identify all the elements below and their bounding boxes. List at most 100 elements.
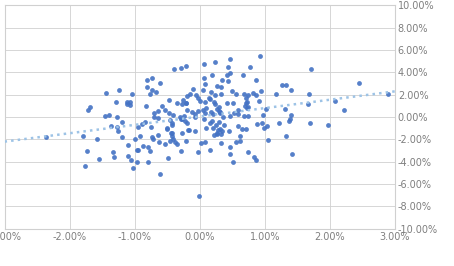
Point [131,137,138,142]
Point [305,102,312,106]
Point [242,96,250,101]
Point [147,124,154,129]
Point [178,116,186,120]
Point [220,123,227,127]
Point [214,106,221,111]
Point [202,100,209,105]
Point [207,89,214,94]
Point [80,134,87,139]
Point [183,108,190,112]
Point [232,140,239,144]
Point [183,101,190,105]
Point [154,116,162,120]
Point [176,115,183,119]
Point [149,137,157,141]
Point [215,119,222,124]
Point [144,145,152,149]
Point [210,126,217,130]
Point [115,88,123,92]
Point [148,135,156,139]
Point [234,112,242,116]
Point [182,139,189,143]
Point [276,121,283,125]
Point [282,134,289,139]
Point [178,131,186,135]
Point [165,110,173,115]
Point [227,57,234,61]
Point [137,134,144,138]
Point [188,110,195,114]
Point [217,126,224,131]
Point [183,101,190,105]
Point [211,133,218,137]
Point [192,93,199,97]
Point [202,125,210,130]
Point [123,102,131,106]
Point [161,108,168,112]
Point [169,113,177,117]
Point [238,127,245,132]
Point [129,166,137,171]
Point [289,152,296,156]
Point [143,78,150,82]
Point [126,102,133,107]
Point [255,99,262,103]
Point [195,109,202,113]
Point [187,92,194,96]
Point [147,92,154,96]
Point [306,120,314,125]
Point [124,143,131,147]
Point [244,106,251,110]
Point [228,89,235,94]
Point [177,117,184,121]
Point [241,92,248,97]
Point [154,109,161,113]
Point [224,65,231,69]
Point [102,91,109,95]
Point [129,92,136,96]
Point [219,78,226,82]
Point [178,102,185,106]
Point [168,123,175,127]
Point [183,121,191,126]
Point [173,142,180,146]
Point [230,101,237,105]
Point [262,107,270,111]
Point [260,113,267,117]
Point [283,83,290,87]
Point [200,76,207,80]
Point [246,65,253,69]
Point [217,132,225,136]
Point [181,113,188,118]
Point [212,93,219,97]
Point [200,108,207,112]
Point [134,148,142,152]
Point [200,62,207,66]
Point [167,118,174,122]
Point [233,92,240,96]
Point [229,160,236,164]
Point [251,155,258,160]
Point [148,76,155,80]
Point [134,125,141,129]
Point [133,148,140,152]
Point [183,93,190,98]
Point [152,90,159,94]
Point [202,106,209,110]
Point [239,73,247,78]
Point [185,128,192,132]
Point [340,108,348,113]
Point [81,164,89,169]
Point [161,142,168,146]
Point [207,121,214,125]
Point [168,131,175,135]
Point [113,125,120,130]
Point [114,129,121,133]
Point [128,158,135,162]
Point [226,152,233,157]
Point [216,111,223,115]
Point [306,92,313,96]
Point [166,98,173,102]
Point [252,158,259,162]
Point [244,114,252,119]
